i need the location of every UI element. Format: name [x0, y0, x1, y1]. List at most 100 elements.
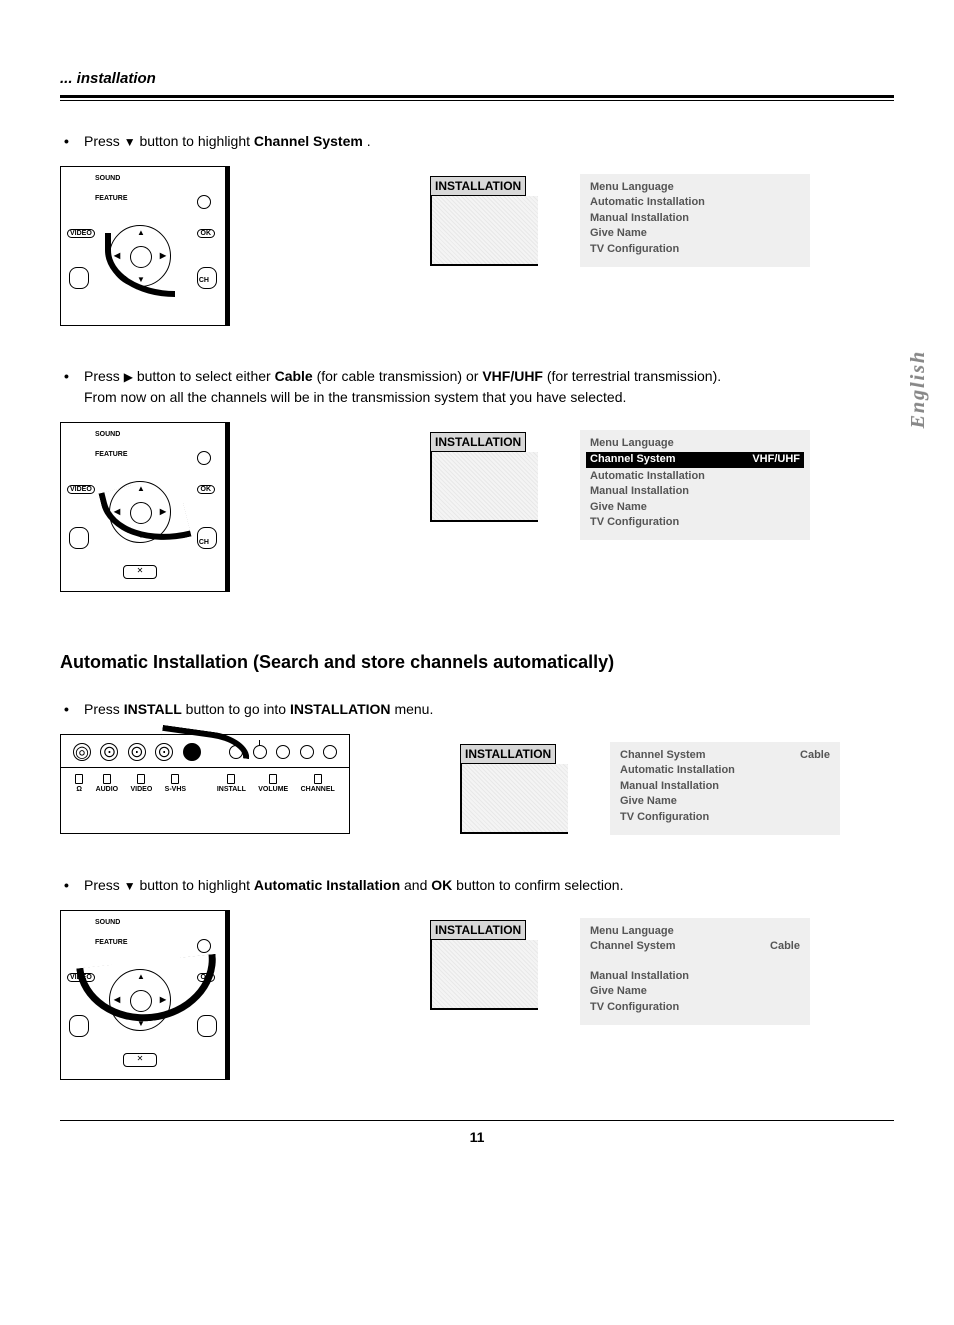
- fp-label: S-VHS: [165, 786, 186, 793]
- fp-label: AUDIO: [96, 786, 119, 793]
- frontpanel-bottom-row: Ω AUDIO VIDEO S-VHS INSTALL VOLUME CHANN…: [69, 774, 341, 793]
- installation-tab-body: [460, 764, 568, 834]
- menu-item: Manual Installation: [620, 779, 830, 794]
- step-2-text: Press ▶ button to select either Cable (f…: [84, 366, 894, 408]
- menu-item: Menu Language: [590, 436, 800, 451]
- illustration-row-4: SOUND FEATURE VIDEO OK ▲ ▼ ◀ ▶ ✕ INSTALL…: [60, 910, 894, 1080]
- menu-item: Automatic Installation: [590, 195, 800, 210]
- installation-tab-body: [430, 196, 538, 266]
- header-rule: [60, 95, 894, 101]
- installation-tab-body: [430, 940, 538, 1010]
- menu-item-value: VHF/UHF: [752, 452, 800, 467]
- remote-sound-label: SOUND: [95, 175, 120, 182]
- txt: (for terrestrial transmission).: [547, 368, 721, 384]
- txt: button to confirm selection.: [456, 877, 623, 893]
- frontpanel-divider: [61, 767, 349, 768]
- fp-label: VOLUME: [258, 786, 288, 793]
- illustration-row-3: ◎ ⊙ ⊙ ⊙ Ω AUDIO VIDEO S-VHS INSTALL VOLU…: [60, 734, 894, 835]
- step-4-text: Press ▼ button to highlight Automatic In…: [84, 875, 894, 896]
- fp-video-port: VIDEO: [131, 774, 153, 793]
- remote-feature-label: FEATURE: [95, 451, 128, 458]
- installation-tab-diagram: INSTALLATION: [430, 176, 540, 266]
- bullet-icon: •: [60, 875, 84, 896]
- down-arrow-icon: ▼: [124, 133, 136, 151]
- fp-audio-port: AUDIO: [96, 774, 119, 793]
- menu-screenshot-1: Menu Language Automatic Installation Man…: [580, 174, 810, 267]
- menu-item: TV Configuration: [590, 1000, 800, 1015]
- menu-item: Menu Language: [590, 180, 800, 195]
- menu-item: Manual Installation: [590, 211, 800, 226]
- installation-tab-label: INSTALLATION: [430, 432, 526, 452]
- txt: button to highlight: [139, 877, 253, 893]
- fp-knob-icon: [253, 745, 267, 759]
- fp-label: CHANNEL: [301, 786, 335, 793]
- txt: Press: [84, 368, 124, 384]
- bullet-icon: •: [60, 366, 84, 387]
- fp-knob-icon: [300, 745, 314, 759]
- footer-rule: [60, 1120, 894, 1121]
- menu-item: Give Name: [590, 226, 800, 241]
- menu-item: TV Configuration: [590, 515, 800, 530]
- menu-item: TV Configuration: [620, 810, 830, 825]
- remote-btn-icon: [69, 267, 89, 289]
- fp-knob-icon: [276, 745, 290, 759]
- remote-ok-label: OK: [197, 229, 216, 238]
- txt: and: [404, 877, 431, 893]
- menu-item: Give Name: [590, 984, 800, 999]
- menu-screenshot-3: Channel System Cable Automatic Installat…: [610, 742, 840, 835]
- menu-item: Manual Installation: [590, 484, 800, 499]
- txt: Press: [84, 701, 124, 717]
- remote-btn-icon: [197, 527, 217, 549]
- menu-screenshot-2: Menu Language Channel System VHF/UHF Aut…: [580, 430, 810, 540]
- installation-tab-label: INSTALLATION: [460, 744, 556, 764]
- fp-label: Ω: [76, 786, 82, 793]
- step-3-text: Press INSTALL button to go into INSTALLA…: [84, 699, 894, 720]
- txt: button to select either: [137, 368, 275, 384]
- remote-video-label: VIDEO: [67, 229, 95, 238]
- remote-btn-icon: [69, 1015, 89, 1037]
- remote-mute-icon: ✕: [123, 1053, 157, 1067]
- fp-channel-button: CHANNEL: [301, 774, 335, 793]
- txt: .: [367, 133, 371, 149]
- remote-feature-label: FEATURE: [95, 195, 128, 202]
- illustration-row-2: SOUND FEATURE VIDEO OK CH ▲ ▼ ◀ ▶ ✕ INST…: [60, 422, 894, 592]
- menu-item-value: Cable: [800, 748, 830, 763]
- menu-screenshot-4: Menu Language Channel System Cable Manua…: [580, 918, 810, 1025]
- frontpanel-diagram: ◎ ⊙ ⊙ ⊙ Ω AUDIO VIDEO S-VHS INSTALL VOLU…: [60, 734, 350, 834]
- fp-knob-icon: ⊙: [100, 743, 118, 761]
- step-4: • Press ▼ button to highlight Automatic …: [60, 875, 894, 896]
- breadcrumb: ... installation: [60, 70, 894, 87]
- txt-bold: INSTALL: [124, 701, 182, 717]
- txt: menu.: [394, 701, 433, 717]
- txt-bold: VHF/UHF: [482, 368, 543, 384]
- txt: Press: [84, 133, 124, 149]
- remote-btn-icon: [69, 527, 89, 549]
- remote-video-label: VIDEO: [67, 485, 95, 494]
- step-3: • Press INSTALL button to go into INSTAL…: [60, 699, 894, 720]
- remote-btn-icon: [197, 1015, 217, 1037]
- section-title: Automatic Installation (Search and store…: [60, 652, 894, 673]
- highlight-swoosh-icon: [98, 474, 191, 555]
- remote-mute-icon: ✕: [123, 565, 157, 579]
- remote-sound-label: SOUND: [95, 431, 120, 438]
- remote-diagram: SOUND FEATURE VIDEO OK CH ▲ ▼ ◀ ▶: [60, 166, 230, 326]
- illustration-row-1: SOUND FEATURE VIDEO OK CH ▲ ▼ ◀ ▶ INSTAL…: [60, 166, 894, 326]
- txt-bold: Cable: [275, 368, 313, 384]
- down-arrow-icon: ▼: [124, 877, 136, 895]
- menu-item: Channel System Cable: [590, 939, 800, 954]
- remote-diagram: SOUND FEATURE VIDEO OK CH ▲ ▼ ◀ ▶ ✕: [60, 422, 230, 592]
- remote-power-icon: [197, 451, 211, 465]
- right-arrow-icon: ▶: [124, 368, 133, 386]
- remote-power-icon: [197, 939, 211, 953]
- step-2: • Press ▶ button to select either Cable …: [60, 366, 894, 408]
- menu-item-highlighted: Channel System VHF/UHF: [586, 452, 804, 467]
- txt: button to go into: [186, 701, 290, 717]
- txt: button to highlight: [139, 133, 253, 149]
- installation-tab-body: [430, 452, 538, 522]
- menu-item: TV Configuration: [590, 242, 800, 257]
- bullet-icon: •: [60, 131, 84, 152]
- fp-knob-icon: [323, 745, 337, 759]
- installation-tab-diagram: INSTALLATION: [460, 744, 570, 834]
- menu-item: Manual Installation: [590, 969, 800, 984]
- installation-tab-diagram: INSTALLATION: [430, 432, 540, 522]
